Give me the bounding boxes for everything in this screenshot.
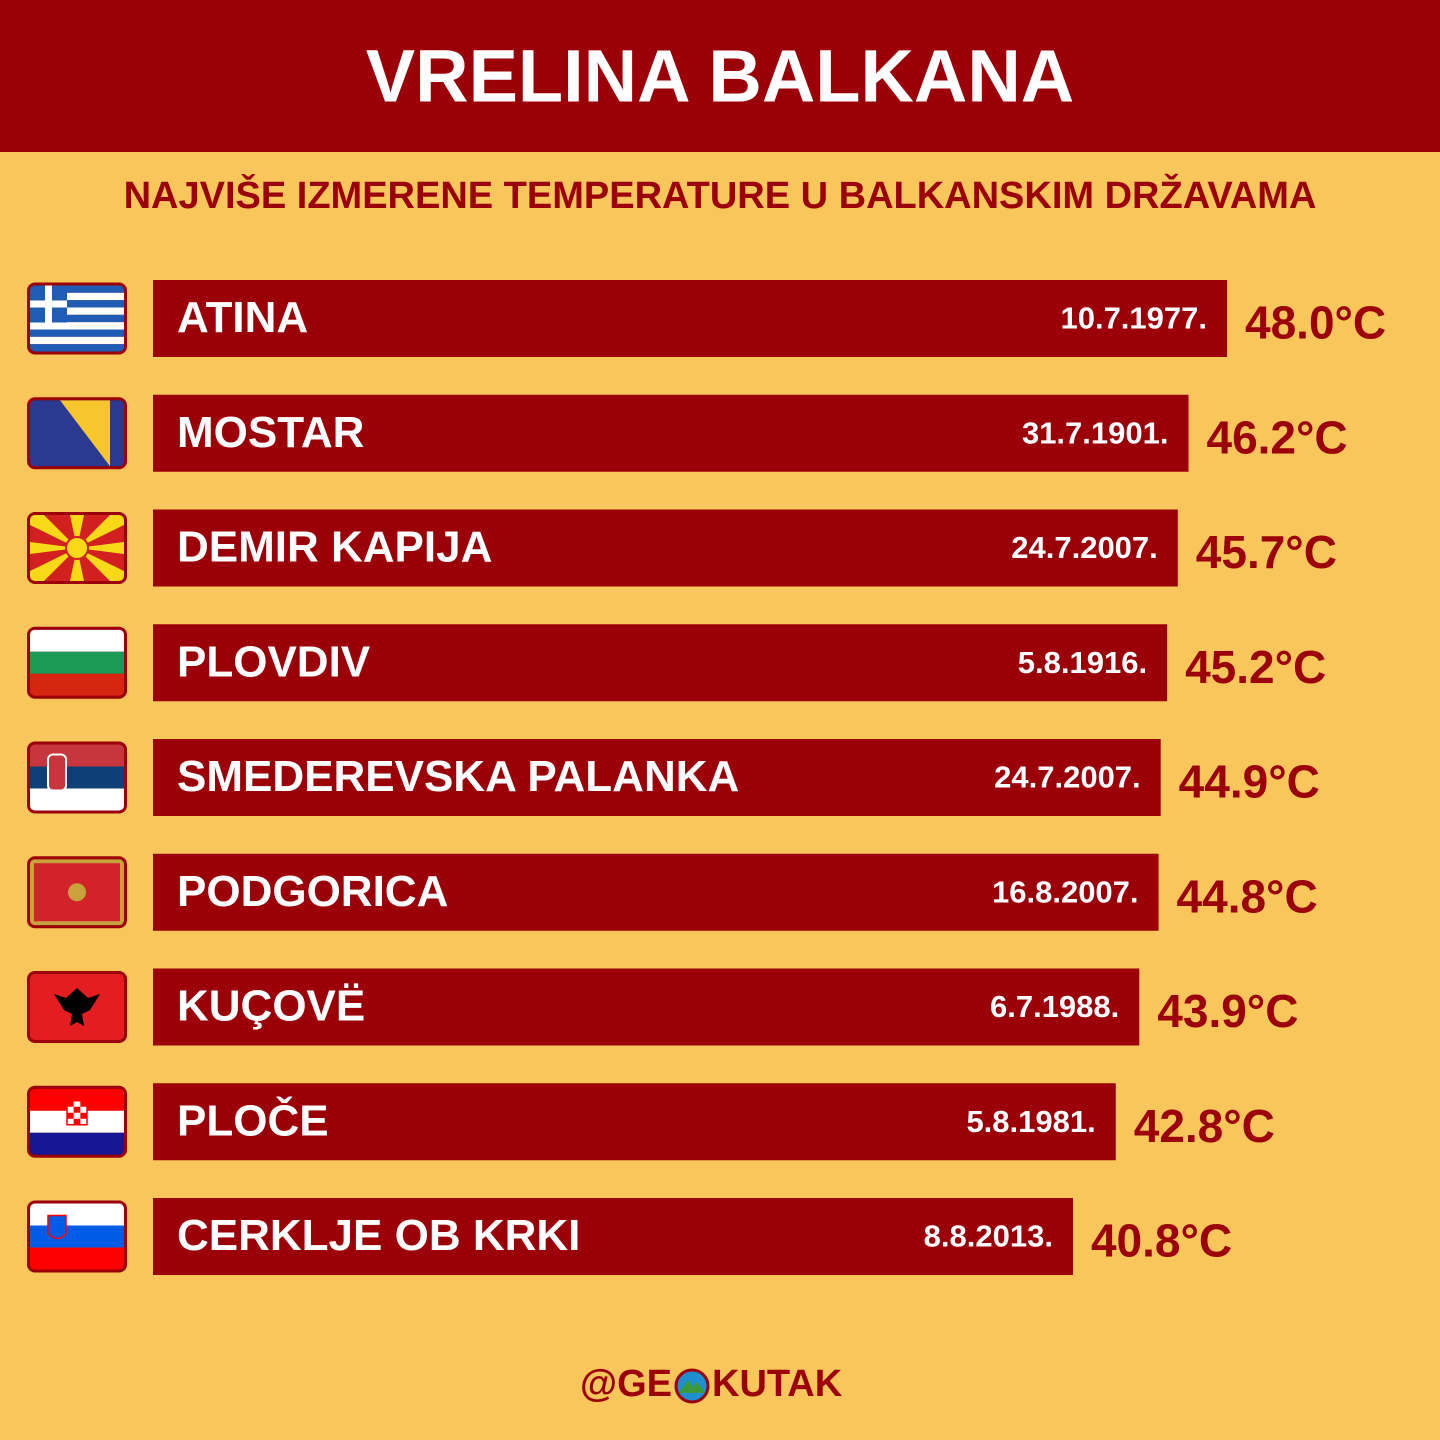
flag-part: [30, 329, 124, 337]
flag: [27, 741, 127, 814]
date-label: 6.7.1988.: [990, 989, 1119, 1024]
flag-part: [60, 400, 110, 467]
credit: @GE: [580, 1363, 672, 1405]
category-label: MOSTAR: [177, 408, 364, 457]
date-label: 10.7.1977.: [1060, 301, 1207, 336]
flag: [27, 397, 127, 470]
category-label: ATINA: [177, 293, 308, 342]
flag-part: [30, 766, 124, 789]
flag-part: [30, 651, 124, 674]
flag-part: [30, 1203, 124, 1226]
flag-image: [30, 285, 124, 352]
value-label: 45.2°C: [1185, 641, 1326, 693]
flag-image: [30, 1088, 124, 1155]
value-label: 44.8°C: [1177, 870, 1318, 922]
value-label: 45.7°C: [1196, 526, 1337, 578]
flag-part: [68, 883, 86, 902]
flag-part: [65, 536, 89, 560]
date-label: 5.8.1916.: [1018, 645, 1147, 680]
flag: [27, 626, 127, 699]
flag-part: [30, 673, 124, 696]
date-label: 5.8.1981.: [966, 1104, 1095, 1139]
flag: [27, 1200, 127, 1273]
category-label: KUÇOVË: [177, 982, 365, 1031]
flag-part: [30, 300, 124, 308]
date-label: 31.7.1901.: [1022, 415, 1169, 450]
logo: [674, 1368, 710, 1404]
flag-part: [80, 1112, 87, 1119]
flag-part: [47, 753, 67, 792]
value-label: 43.9°C: [1157, 985, 1298, 1037]
flag-image: [30, 974, 124, 1040]
flag-part: [30, 307, 124, 315]
flag-part: [80, 1100, 87, 1107]
bar: [153, 739, 1161, 816]
credit: KUTAK: [712, 1363, 843, 1405]
flag: [27, 971, 127, 1043]
flag-image: [30, 1203, 124, 1270]
flag-part: [67, 1100, 74, 1107]
flag: [27, 1085, 127, 1158]
flag-part: [30, 1225, 124, 1248]
flag-image: [30, 629, 124, 696]
flag-image: [30, 859, 124, 926]
flag-part: [47, 1214, 67, 1240]
flag-part: [30, 1247, 124, 1270]
flag-image: [30, 515, 124, 581]
flag-part: [30, 629, 124, 652]
flag-part: [30, 1132, 124, 1155]
date-label: 24.7.2007.: [994, 760, 1141, 795]
flag-part: [30, 1088, 124, 1111]
flag-part: [73, 1106, 81, 1113]
flag-part: [30, 292, 124, 301]
bar: [153, 280, 1227, 357]
category-label: PLOVDIV: [177, 637, 371, 686]
bar: [153, 968, 1140, 1046]
flag: [27, 282, 127, 355]
flag-part: [30, 285, 124, 293]
flag-image: [30, 400, 124, 467]
chart-title: VRELINA BALKANA: [366, 35, 1074, 118]
header: [0, 0, 1440, 152]
flag: [27, 512, 127, 584]
flag-part: [30, 314, 124, 323]
date-label: 16.8.2007.: [992, 874, 1139, 909]
flag-part: [30, 744, 124, 767]
bar: [153, 624, 1168, 702]
chart-subtitle: NAJVIŠE IZMERENE TEMPERATURE U BALKANSKI…: [124, 172, 1317, 217]
value-label: 44.9°C: [1179, 756, 1320, 808]
bar: [153, 394, 1189, 472]
date-label: 8.8.2013.: [924, 1219, 1053, 1254]
bar: [153, 853, 1159, 931]
flag-part: [54, 988, 100, 1026]
category-label: PLOČE: [177, 1094, 329, 1145]
category-label: DEMIR KAPIJA: [177, 523, 492, 572]
value-label: 42.8°C: [1134, 1100, 1275, 1152]
flag-part: [73, 1118, 81, 1125]
flag: [27, 856, 127, 929]
bar: [153, 1198, 1073, 1275]
flag-part: [30, 344, 124, 352]
value-label: 46.2°C: [1206, 411, 1347, 463]
flag-part: [30, 788, 124, 811]
category-label: CERKLJE OB KRKI: [177, 1211, 580, 1260]
category-label: PODGORICA: [177, 867, 448, 916]
flag-part: [30, 336, 124, 345]
flag-part: [30, 322, 124, 330]
flag-part: [30, 300, 67, 308]
value-label: 48.0°C: [1245, 297, 1386, 349]
bar: [153, 509, 1178, 587]
category-label: SMEDEREVSKA PALANKA: [177, 752, 739, 801]
date-label: 24.7.2007.: [1011, 530, 1158, 565]
bar: [153, 1083, 1116, 1161]
value-label: 40.8°C: [1091, 1215, 1232, 1267]
flag-part: [67, 1112, 74, 1119]
flag-image: [30, 744, 124, 811]
